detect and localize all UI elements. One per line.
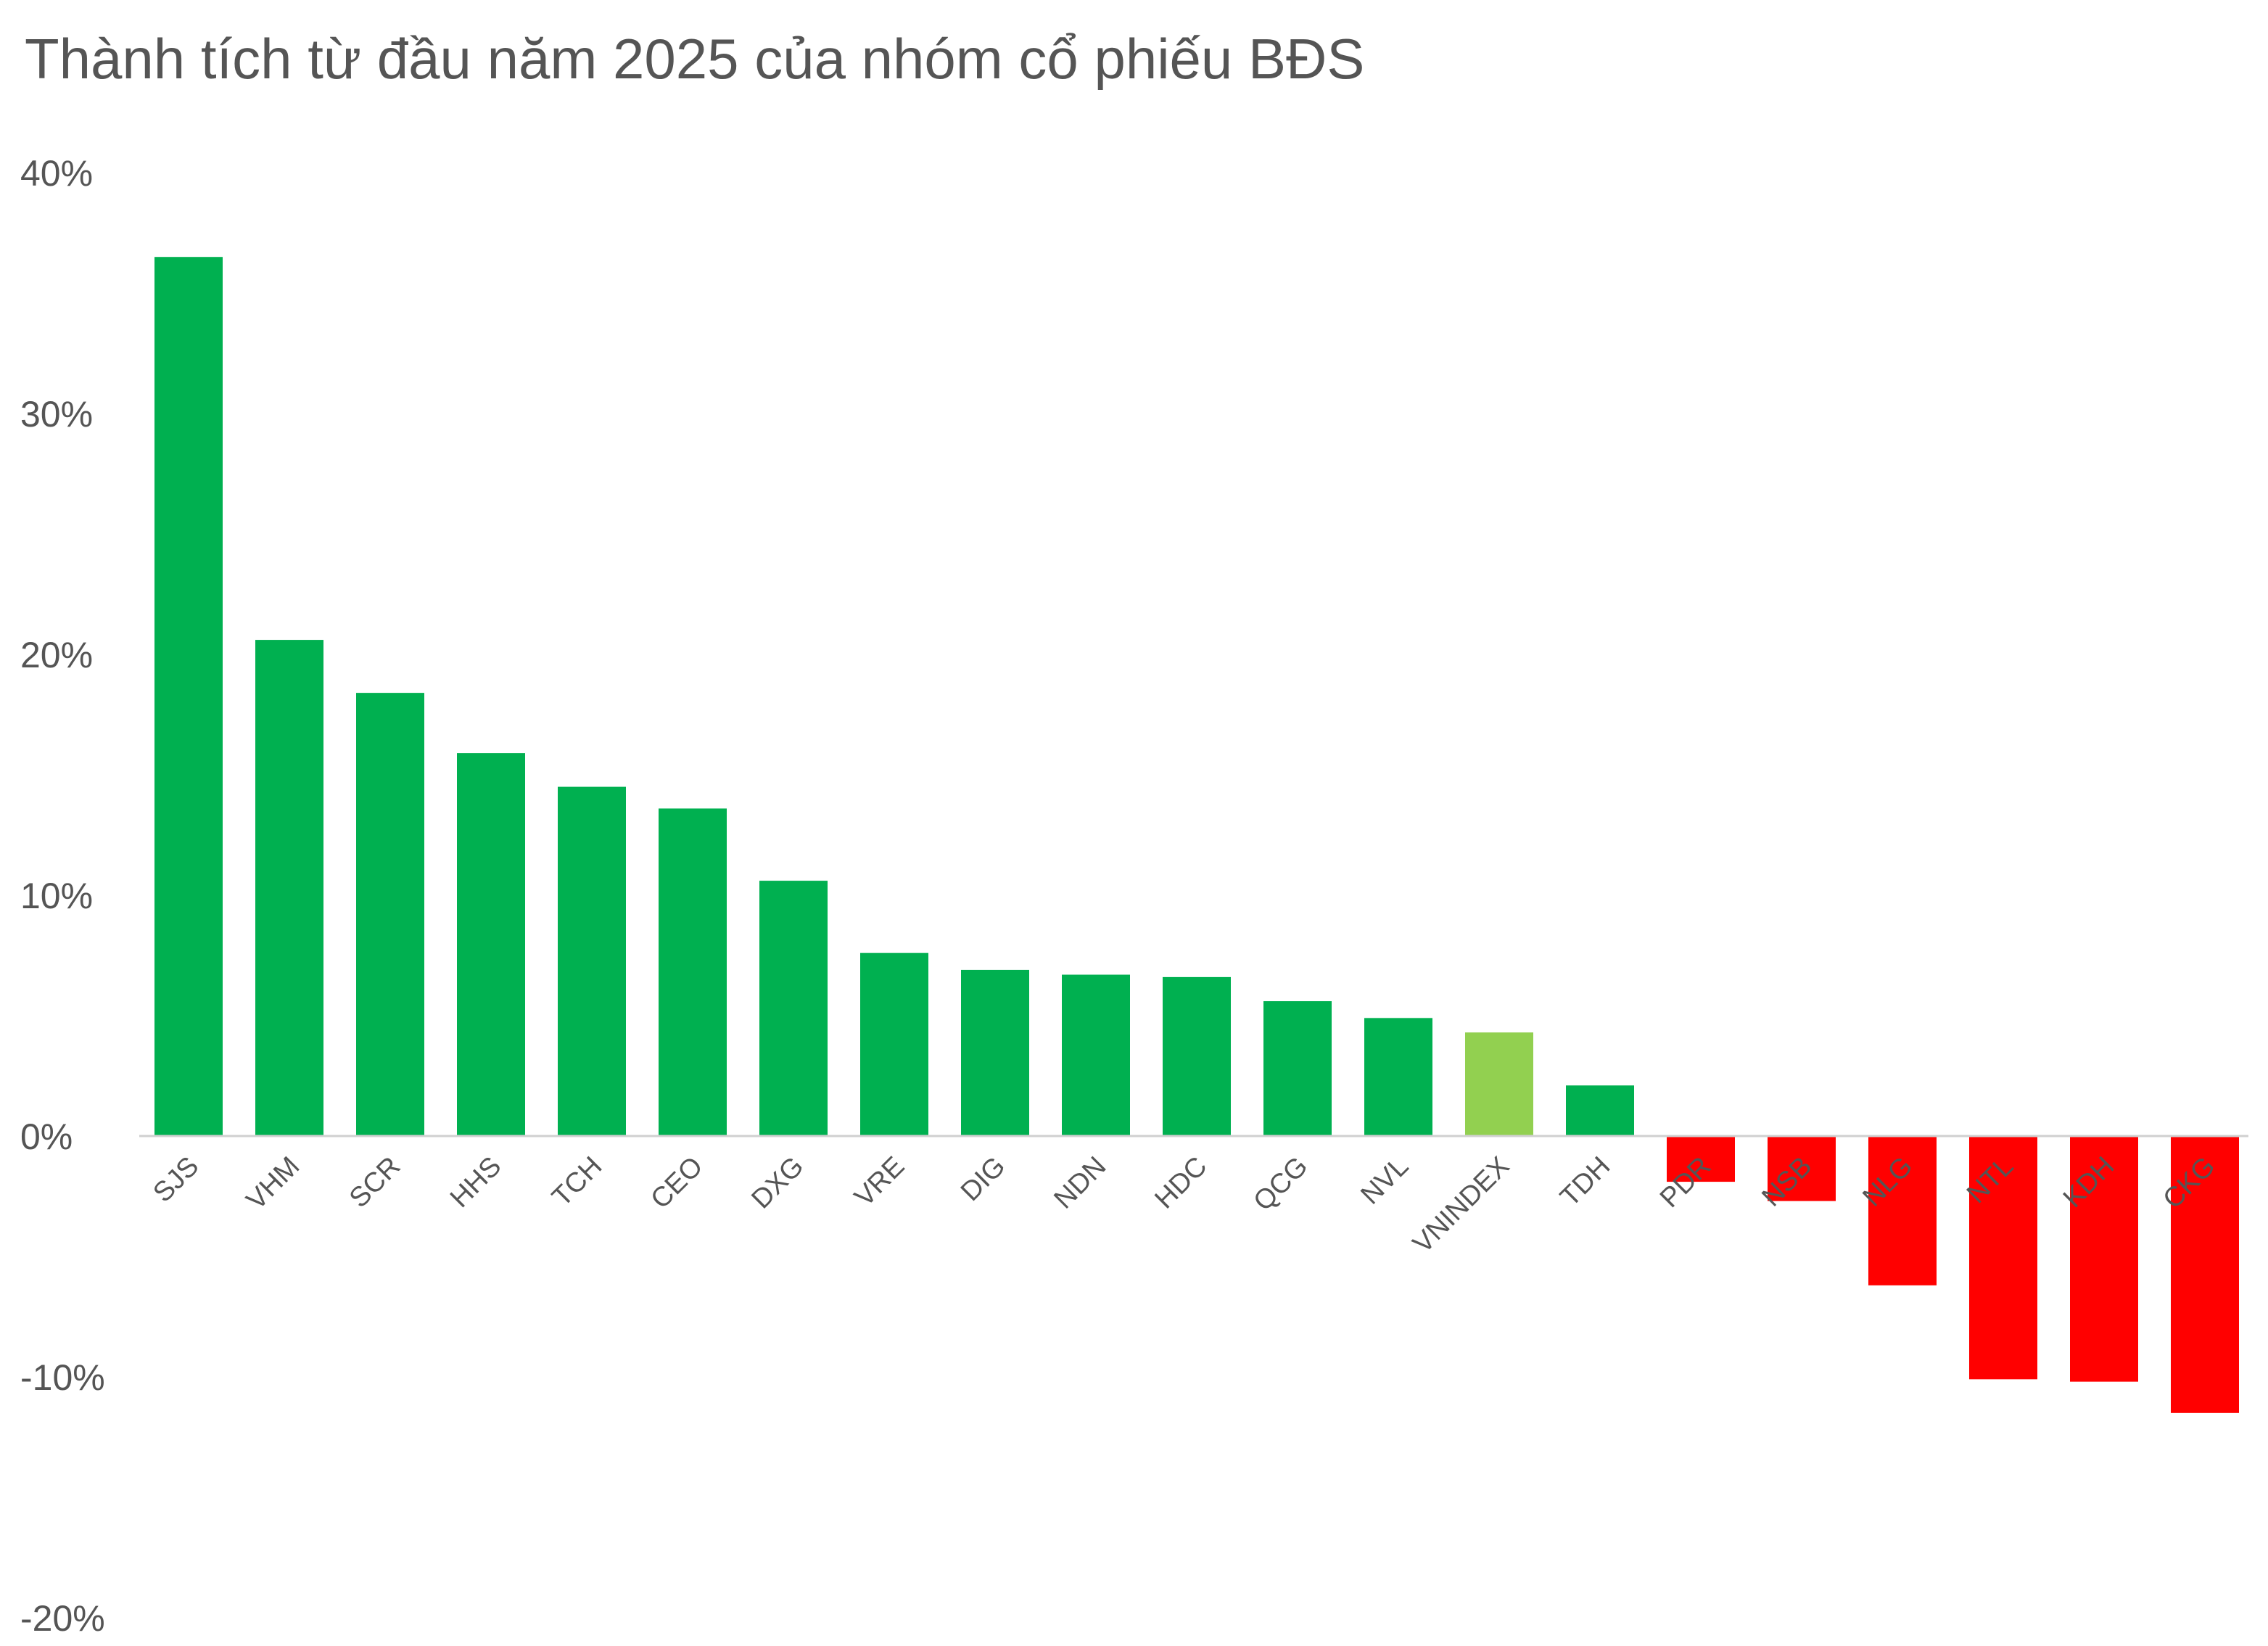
bar-dxg xyxy=(759,881,828,1136)
bar-ntl xyxy=(1969,1136,2037,1380)
x-tick-label: DIG xyxy=(955,1151,1011,1207)
x-tick-label: QCG xyxy=(1248,1151,1314,1217)
y-tick-label: 40% xyxy=(20,153,93,194)
bar-tdh xyxy=(1566,1085,1634,1136)
bar-kdh xyxy=(2070,1136,2138,1382)
x-tick-label: SCR xyxy=(344,1151,406,1214)
x-tick-label: TCH xyxy=(546,1151,608,1213)
bar-tch xyxy=(558,786,626,1136)
x-tick-label: TDH xyxy=(1554,1151,1616,1213)
chart-title: Thành tích từ đầu năm 2025 của nhóm cổ p… xyxy=(25,27,1365,91)
bars xyxy=(154,257,2239,1413)
bar-qcg xyxy=(1263,1001,1332,1136)
x-tick-label: NVL xyxy=(1355,1151,1414,1211)
x-tick-label: DXG xyxy=(746,1151,809,1215)
x-tick-label: VNINDEX xyxy=(1407,1151,1515,1259)
bar-ceo xyxy=(659,808,727,1136)
bar-ndn xyxy=(1062,974,1130,1136)
x-tick-label: HHS xyxy=(445,1151,507,1214)
x-tick-label: VHM xyxy=(241,1151,305,1216)
bar-vre xyxy=(860,952,928,1136)
bar-ckg xyxy=(2171,1136,2239,1413)
y-tick-label: 10% xyxy=(20,876,93,916)
x-tick-label: VRE xyxy=(849,1151,910,1213)
x-tick-label: NDN xyxy=(1048,1151,1112,1215)
bar-vnindex xyxy=(1465,1032,1533,1136)
bar-nlg xyxy=(1868,1136,1937,1285)
x-tick-label: HDC xyxy=(1149,1151,1213,1215)
y-tick-label: -20% xyxy=(20,1598,105,1639)
x-tick-label: CEO xyxy=(645,1151,709,1215)
bar-vhm xyxy=(255,640,323,1136)
bar-nsb xyxy=(1768,1136,1836,1201)
y-axis: 40% 30% 20% 10% 0% -10% -20% xyxy=(20,153,105,1639)
y-tick-label: 30% xyxy=(20,394,93,435)
bar-hhs xyxy=(457,753,525,1136)
y-tick-label: -10% xyxy=(20,1357,105,1398)
bar-scr xyxy=(356,693,424,1136)
bar-hdc xyxy=(1163,976,1231,1136)
bar-dig xyxy=(961,969,1029,1136)
bar-pdr xyxy=(1667,1136,1735,1182)
y-tick-label: 0% xyxy=(20,1116,73,1157)
bar-sjs xyxy=(154,257,223,1137)
bar-nvl xyxy=(1364,1018,1432,1136)
x-tick-label: SJS xyxy=(147,1151,205,1209)
y-tick-label: 20% xyxy=(20,635,93,675)
